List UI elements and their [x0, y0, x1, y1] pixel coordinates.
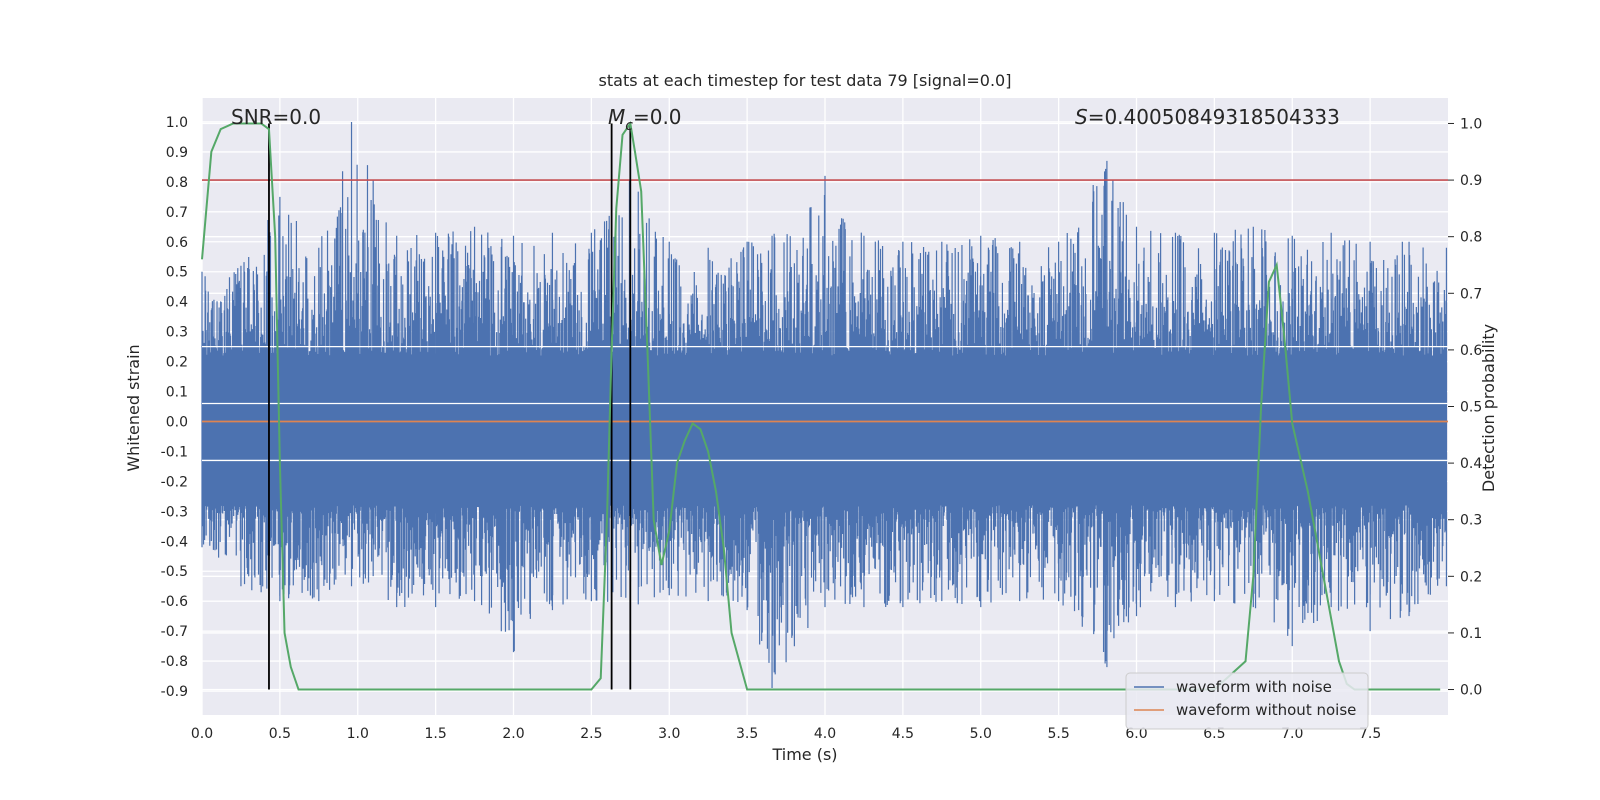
y-tick-label: 0.7: [166, 205, 188, 221]
x-tick-label: 1.5: [424, 726, 446, 742]
chirp-mass-subscript: c: [625, 118, 633, 134]
y2-tick-label: 0.8: [1460, 230, 1482, 246]
y-tick-label: -0.1: [161, 444, 188, 460]
y2-tick-label: 0.4: [1460, 456, 1482, 472]
x-tick-label: 2.0: [502, 726, 524, 742]
detection-probability-line: [201, 120, 1441, 691]
y-tick-label: 0.1: [166, 385, 188, 401]
score-value: =0.40050849318504333: [1088, 105, 1340, 129]
y-tick-label: 0.0: [166, 414, 188, 430]
legend-label-clean: waveform without noise: [1176, 701, 1356, 719]
snr-annotation: SNR=0.0: [231, 105, 321, 129]
y-tick-label: -0.4: [161, 534, 188, 550]
legend: waveform with noise waveform without noi…: [1125, 672, 1369, 730]
y-tick-label: 0.4: [166, 295, 188, 311]
y2-tick-label: 0.6: [1460, 343, 1482, 359]
y-axis-label: Whitened strain: [124, 344, 143, 471]
y2-tick-label: 0.1: [1460, 626, 1482, 642]
x-tick-label: 6.5: [1203, 726, 1225, 742]
x-tick-label: 0.0: [191, 726, 213, 742]
y2-tick-label: 0.2: [1460, 569, 1482, 585]
x-axis-label: Time (s): [771, 745, 837, 764]
y-tick-label: 0.9: [166, 145, 188, 161]
y-tick-label: -0.3: [161, 504, 188, 520]
y-tick-label: 0.8: [166, 175, 188, 191]
y-tick-label: -0.2: [161, 474, 188, 490]
x-tick-label: 0.5: [269, 726, 291, 742]
x-tick-label: 3.5: [736, 726, 758, 742]
y2-tick-label: 0.5: [1460, 400, 1482, 416]
x-tick-label: 4.0: [814, 726, 836, 742]
x-tick-label: 7.0: [1281, 726, 1303, 742]
y-tick-label: 0.6: [166, 235, 188, 251]
waveform-with-noise-core: [202, 355, 1447, 506]
y-tick-label: -0.5: [161, 564, 188, 580]
annotations: SNR=0.0 Mc=0.0 S=0.40050849318504333: [231, 105, 1340, 134]
x-tick-label: 3.0: [658, 726, 680, 742]
y-tick-label: -0.6: [161, 594, 188, 610]
y2-tick-label: 0.0: [1460, 683, 1482, 699]
y-tick-label: 0.5: [166, 265, 188, 281]
x-tick-label: 4.5: [892, 726, 914, 742]
x-tick-label: 1.0: [347, 726, 369, 742]
y2-tick-label: 0.3: [1460, 513, 1482, 529]
y-tick-label: -0.7: [161, 624, 188, 640]
y2-tick-label: 0.9: [1460, 173, 1482, 189]
x-tick-label: 5.5: [1047, 726, 1069, 742]
x-tick-label: 5.0: [970, 726, 992, 742]
y-tick-label: 1.0: [166, 115, 188, 131]
chirp-mass-value: =0.0: [633, 105, 682, 129]
y-tick-label: 0.2: [166, 355, 188, 371]
chirp-mass-symbol: M: [608, 105, 625, 129]
score-symbol: S: [1075, 105, 1088, 129]
y2-axis-label: Detection probability: [1479, 324, 1498, 492]
y-tick-label: -0.8: [161, 654, 188, 670]
y2-tick-label: 1.0: [1460, 116, 1482, 132]
x-tick-label: 6.0: [1125, 726, 1147, 742]
data-marks: [201, 120, 1448, 691]
chart-title: stats at each timestep for test data 79 …: [599, 71, 1012, 90]
score-annotation: S=0.40050849318504333: [1075, 105, 1340, 129]
legend-box: [1125, 672, 1369, 730]
y2-tick-label: 0.7: [1460, 286, 1482, 302]
legend-label-noise: waveform with noise: [1176, 678, 1332, 696]
y-tick-label: 0.3: [166, 325, 188, 341]
x-tick-label: 2.5: [580, 726, 602, 742]
x-tick-label: 7.5: [1359, 726, 1381, 742]
chirp-mass-annotation: Mc=0.0: [608, 105, 682, 134]
y-tick-label: -0.9: [161, 684, 188, 700]
tick-labels: 0.0 0.5 1.0 1.5 2.0 2.5 3.0 3.5 4.0 4.5 5.0 5.5 6.0 6…: [161, 115, 1483, 742]
